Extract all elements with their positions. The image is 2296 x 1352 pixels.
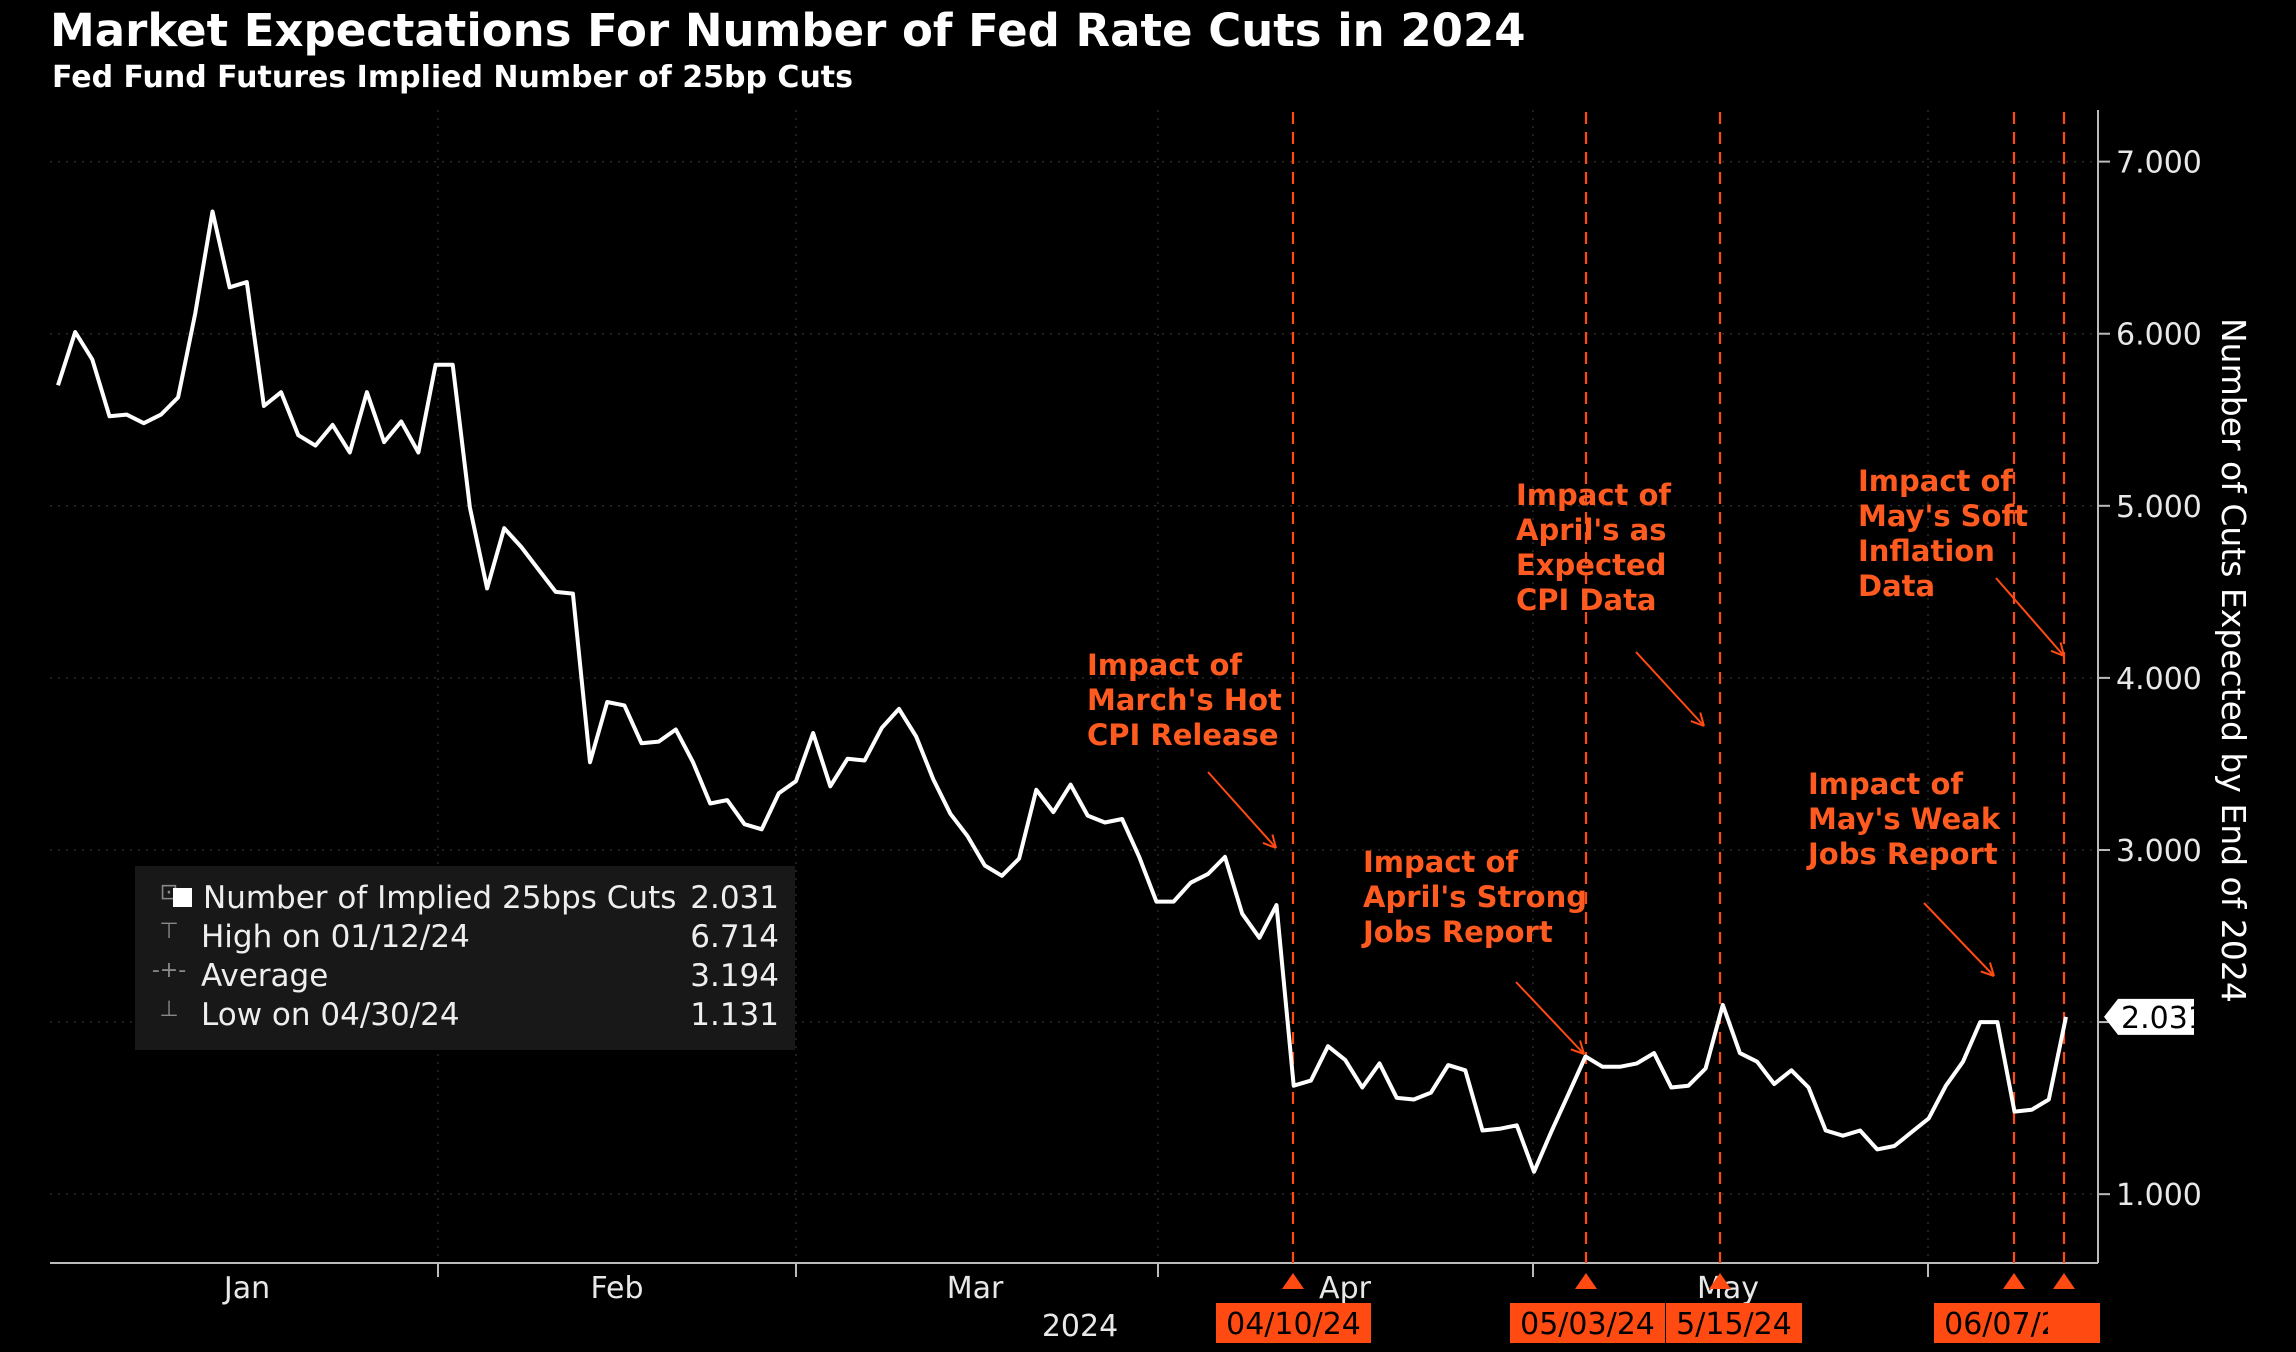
event-date-box	[2048, 1303, 2100, 1343]
average-marker-icon: -+-	[151, 958, 187, 983]
annotation-arrow	[1923, 902, 1995, 977]
annotation-arrowhead-icon	[1690, 712, 1705, 727]
annotation-arrowhead-icon	[2050, 642, 2065, 657]
annotation-text: Impact of	[1087, 648, 1242, 682]
last-value-label: 2.031	[2121, 1001, 2207, 1036]
y-axis-title: Number of Cuts Expected by End of 2024	[2214, 318, 2253, 1003]
legend-high-name: High on 01/12/24	[201, 919, 470, 955]
annotation-text: Impact of	[1858, 464, 2013, 498]
legend: ⊡ Number of Implied 25bps Cuts 2.031 ⊤ H…	[135, 866, 795, 1050]
y-tick-label: 1.000	[2116, 1178, 2202, 1213]
annotation-arrow	[1635, 651, 1705, 727]
annotation-arrow	[1207, 771, 1277, 849]
legend-low-name: Low on 04/30/24	[201, 997, 460, 1033]
event-marker-icon	[2003, 1273, 2025, 1289]
event-marker-icon	[1282, 1273, 1304, 1289]
annotation-text: April's Strong	[1363, 880, 1587, 914]
high-marker-icon: ⊤	[159, 919, 179, 944]
legend-low-value: 1.131	[690, 997, 779, 1033]
legend-item-high: ⊤ High on 01/12/24 6.714	[135, 919, 795, 957]
annotation-text: May's Weak	[1808, 802, 2001, 836]
annotation-arrowhead-icon	[1980, 962, 1995, 977]
legend-item-series: ⊡ Number of Implied 25bps Cuts 2.031	[135, 880, 795, 918]
y-tick-label: 6.000	[2116, 318, 2202, 353]
annotation-arrowhead-icon	[1570, 1040, 1585, 1055]
annotation-arrow	[1995, 577, 2065, 657]
series-group	[56, 209, 2068, 1174]
legend-average-value: 3.194	[690, 958, 779, 994]
annotation-text: CPI Release	[1087, 718, 1279, 752]
annotation-text: May's Soft	[1858, 499, 2028, 533]
annotation-text: April's as	[1516, 513, 1666, 547]
annotation-text: Data	[1858, 569, 1935, 603]
event-date-label: 04/10/24	[1226, 1307, 1361, 1342]
legend-item-average: -+- Average 3.194	[135, 958, 795, 996]
event-date-label: 5/15/24	[1676, 1307, 1792, 1342]
y-tick-label: 3.000	[2116, 834, 2202, 869]
legend-series-value: 2.031	[690, 880, 779, 916]
legend-series-name: Number of Implied 25bps Cuts	[203, 880, 677, 916]
event-date-box	[1510, 1303, 1665, 1343]
event-marker-icon	[1709, 1273, 1731, 1289]
event-markers: 04/10/24 05/03/24 5/15/24 06/07/24	[1216, 112, 2100, 1343]
last-value-group: 2.031	[2104, 998, 2207, 1036]
low-marker-icon: ⊥	[159, 997, 179, 1022]
annotation-text: Impact of	[1516, 478, 1671, 512]
x-month-label: Mar	[947, 1271, 1004, 1306]
annotation-text: Impact of	[1363, 845, 1518, 879]
annotation-text: Jobs Report	[1361, 915, 1553, 949]
series-line	[56, 209, 2068, 1174]
annotation-text: Jobs Report	[1806, 837, 1998, 871]
grid-lines	[50, 110, 2098, 1263]
chart-subtitle: Fed Fund Futures Implied Number of 25bp …	[52, 60, 854, 95]
x-month-label: Apr	[1319, 1271, 1372, 1306]
legend-item-low: ⊥ Low on 04/30/24 1.131	[135, 997, 795, 1035]
y-tick-label: 4.000	[2116, 662, 2202, 697]
y-tick-label: 7.000	[2116, 146, 2202, 181]
event-date-box	[1666, 1303, 1802, 1343]
event-marker-icon	[1575, 1273, 1597, 1289]
x-year-label: 2024	[1042, 1309, 1118, 1344]
y-axis: 1.000 3.000 4.000 5.000 6.000 7.000 Number of …	[2097, 110, 2253, 1263]
annotation-text: Impact of	[1808, 767, 1963, 801]
annotation-arrow	[1515, 981, 1585, 1055]
annotation-arrowhead-icon	[1262, 834, 1277, 849]
legend-high-value: 6.714	[690, 919, 779, 955]
y-tick-label: 5.000	[2116, 490, 2202, 525]
legend-average-name: Average	[201, 958, 329, 994]
x-month-label: Feb	[590, 1271, 643, 1306]
last-value-box	[2104, 998, 2194, 1035]
chart-title: Market Expectations For Number of Fed Ra…	[50, 4, 1526, 57]
x-month-label: Jan	[222, 1271, 270, 1306]
annotation-text: Expected	[1516, 548, 1666, 582]
event-date-label: 05/03/24	[1520, 1307, 1655, 1342]
annotation-text: March's Hot	[1087, 683, 1282, 717]
legend-series-swatch	[173, 888, 192, 907]
event-marker-icon	[2053, 1273, 2075, 1289]
annotation-text: Inflation	[1858, 534, 1995, 568]
event-date-box	[1216, 1303, 1371, 1343]
annotation-text: CPI Data	[1516, 583, 1657, 617]
